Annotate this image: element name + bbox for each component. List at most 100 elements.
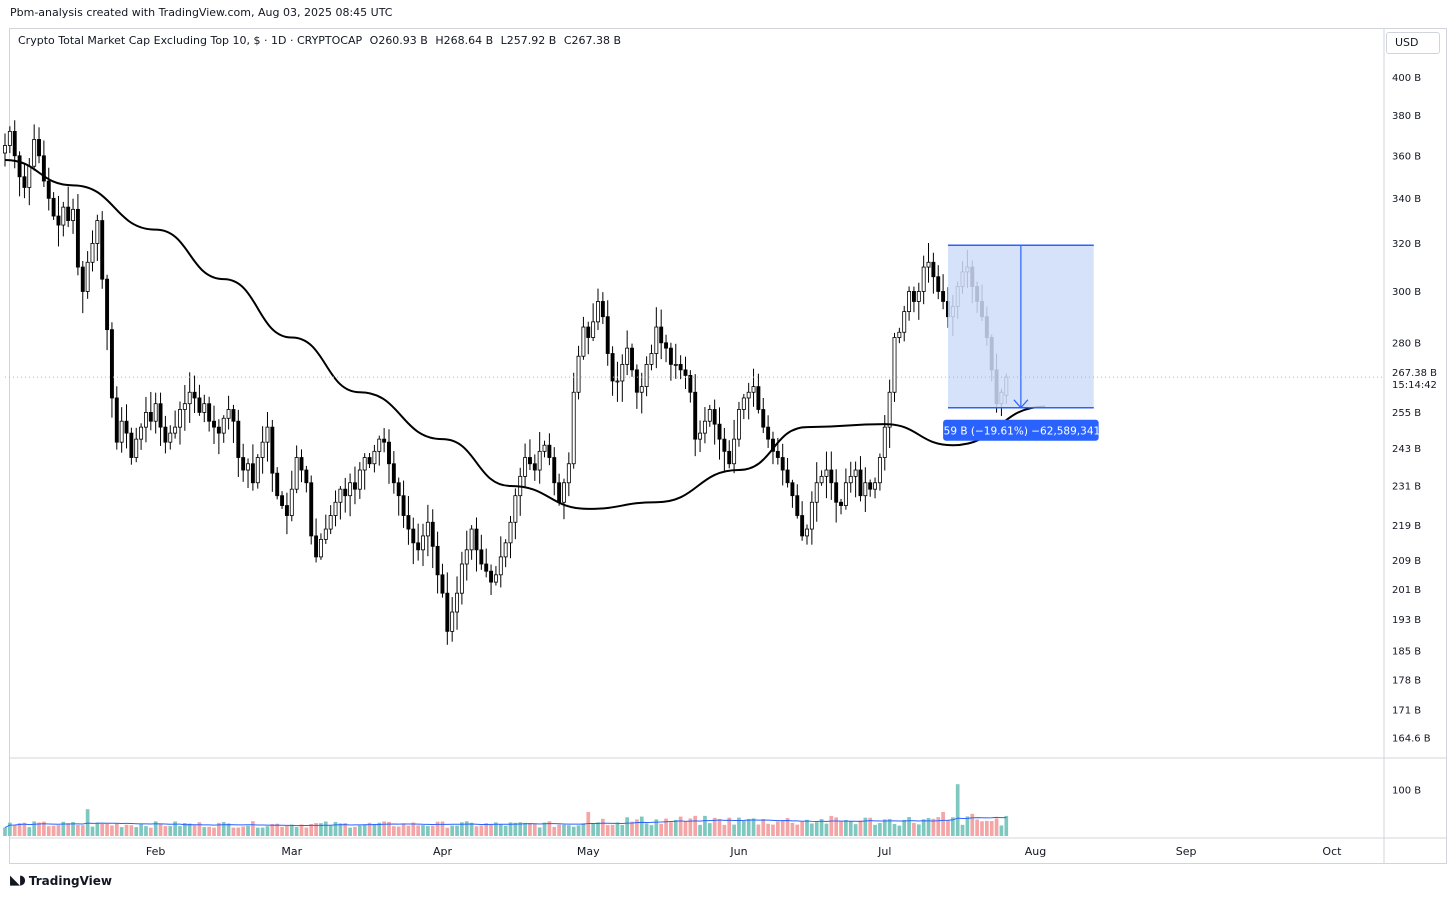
candle (518, 467, 523, 516)
candle-body (858, 469, 863, 497)
candle (688, 370, 693, 403)
price-tick-label: 231 B (1392, 481, 1421, 492)
candle-body (90, 243, 95, 263)
candle (751, 368, 756, 407)
candle (362, 453, 367, 490)
candle-body (751, 386, 756, 393)
candle (829, 451, 834, 500)
candle-body (892, 337, 897, 393)
candle (85, 251, 90, 299)
volume-bar (12, 824, 17, 836)
candle (32, 124, 37, 171)
candle (600, 292, 605, 325)
tradingview-logo[interactable]: ◣◗ TradingView (10, 873, 112, 888)
candle-body (698, 432, 703, 440)
candle-body (144, 412, 148, 428)
volume-bar (168, 826, 173, 836)
candle-body (591, 321, 596, 338)
candle-body (425, 521, 430, 537)
volume-ma-line (4, 816, 1007, 829)
candle (795, 484, 800, 519)
candle (493, 566, 498, 586)
candle (527, 439, 532, 471)
volume-bar (557, 824, 561, 836)
candle (7, 126, 12, 154)
volume-bar (780, 820, 785, 836)
candle (226, 395, 231, 430)
candle-body (683, 369, 688, 376)
candle (474, 517, 479, 572)
bar-countdown-label: 15:14:42 (1392, 380, 1437, 391)
candle (299, 449, 304, 483)
candle-body (241, 457, 246, 471)
volume-bar (984, 820, 989, 836)
volume-bar (61, 821, 66, 836)
volume-bar (858, 820, 863, 836)
candle-body (260, 441, 265, 458)
legend-close: C267.38 B (563, 34, 622, 47)
candle-body (688, 375, 693, 393)
price-axis[interactable]: 400 B 380 B 360 B 340 B 320 B 300 B 280 B 255 B… (5, 73, 1437, 796)
volume-bar (542, 822, 547, 836)
candle-body (134, 438, 139, 458)
price-tick-label: 185 B (1392, 647, 1421, 658)
candle-body (323, 528, 328, 540)
price-tick-label: 193 B (1392, 615, 1421, 626)
volume-bar (756, 824, 761, 836)
candle-body (173, 426, 178, 434)
candle-body (7, 130, 12, 146)
candle (348, 473, 353, 517)
candle-body (625, 347, 630, 365)
candle (372, 444, 377, 473)
volume-bar (387, 821, 391, 836)
candle-body (474, 528, 479, 551)
candle (508, 515, 513, 559)
volume-bar (426, 826, 430, 836)
candle (275, 467, 280, 500)
candle (187, 372, 192, 423)
volume-bar (873, 824, 877, 836)
volume-bar (503, 825, 508, 836)
candle-body (639, 386, 644, 393)
candle-body (586, 326, 591, 338)
candle (445, 572, 450, 645)
price-tick-label: 340 B (1392, 194, 1421, 205)
candle-body (848, 475, 853, 484)
symbol-legend[interactable]: Crypto Total Market Cap Excluding Top 10… (18, 34, 625, 47)
candle-body (610, 353, 615, 382)
candle (727, 440, 732, 469)
candle-body (66, 206, 71, 221)
candle (596, 288, 600, 331)
volume-bar (3, 827, 7, 836)
candle (425, 504, 430, 557)
price-tick-label: 219 B (1392, 521, 1421, 532)
volume-bar (207, 826, 211, 836)
candle-body (100, 220, 105, 280)
candle (936, 265, 941, 300)
volume-bar (644, 823, 649, 836)
volume-bar (8, 822, 12, 836)
volume-bar (950, 817, 955, 836)
volume-bar (698, 824, 702, 836)
candle (931, 252, 936, 294)
candle (649, 344, 654, 371)
volume-bar (717, 819, 722, 836)
currency-selector[interactable]: USD (1386, 32, 1440, 54)
candle-body (702, 420, 707, 434)
volume-bar (148, 827, 153, 836)
candle-body (348, 482, 353, 497)
time-axis[interactable]: Feb Mar Apr May Jun Jul Aug Sep Oct (146, 845, 1342, 858)
candle (3, 133, 7, 167)
measure-tool[interactable]: −62.59 B (−19.61%) −62,589,341,151 (918, 244, 1124, 441)
volume-bar (678, 816, 683, 836)
volume-bar (187, 823, 192, 836)
candle-body (941, 291, 946, 302)
volume-bar (401, 823, 406, 836)
candle-body (717, 423, 722, 440)
candle-body (309, 482, 314, 537)
candle (834, 469, 839, 523)
candle-body (542, 444, 547, 452)
candle-body (421, 535, 425, 551)
candle-body (382, 438, 387, 443)
